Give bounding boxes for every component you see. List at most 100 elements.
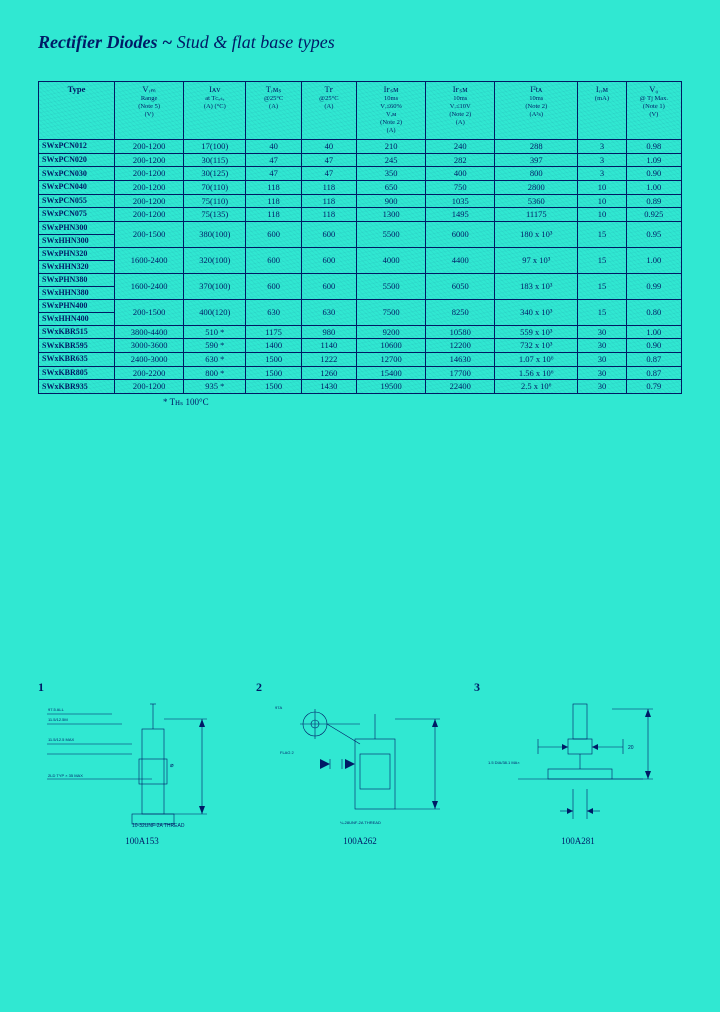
col-header: Type: [39, 82, 115, 140]
type-cell: SWxPCN040: [39, 180, 115, 194]
data-cell: 5500: [357, 221, 426, 247]
type-cell: SWxPCN020: [39, 153, 115, 167]
data-cell: 1495: [426, 208, 495, 222]
data-cell: 935 *: [184, 380, 246, 394]
data-cell: 1.07 x 10⁶: [495, 353, 578, 367]
data-cell: 15: [578, 247, 626, 273]
table-row: SWxPHN400200-1500400(120)630630750082503…: [39, 299, 682, 312]
data-cell: 400(120): [184, 299, 246, 325]
data-cell: 0.87: [626, 366, 681, 380]
table-row: SWxKBR6352400-3000630 *15001222127001463…: [39, 353, 682, 367]
type-cell: SWxPCN055: [39, 194, 115, 208]
svg-text:20: 20: [628, 745, 634, 751]
data-cell: 30(115): [184, 153, 246, 167]
table-row: SWxPHN3801600-2400370(100)60060055006050…: [39, 273, 682, 286]
data-cell: 30: [578, 380, 626, 394]
data-cell: 200-1200: [115, 167, 184, 181]
data-cell: 118: [246, 208, 301, 222]
data-cell: 97 x 10³: [495, 247, 578, 273]
type-cell: SWxHHN400: [39, 312, 115, 325]
data-cell: 14630: [426, 353, 495, 367]
data-cell: 11175: [495, 208, 578, 222]
data-cell: 0.99: [626, 273, 681, 299]
type-cell: SWxHHN320: [39, 260, 115, 273]
data-cell: 320(100): [184, 247, 246, 273]
data-cell: 0.90: [626, 167, 681, 181]
data-cell: 183 x 10³: [495, 273, 578, 299]
data-cell: 12700: [357, 353, 426, 367]
type-cell: SWxPHN320: [39, 247, 115, 260]
data-cell: 10: [578, 208, 626, 222]
data-cell: 180 x 10³: [495, 221, 578, 247]
data-cell: 600: [301, 247, 356, 273]
data-cell: 118: [301, 180, 356, 194]
data-cell: 47: [301, 167, 356, 181]
data-cell: 3800-4400: [115, 325, 184, 339]
data-cell: 1400: [246, 339, 301, 353]
data-cell: 47: [246, 153, 301, 167]
data-cell: 0.90: [626, 339, 681, 353]
data-cell: 3: [578, 140, 626, 154]
type-cell: SWxPHN300: [39, 221, 115, 234]
data-cell: 12200: [426, 339, 495, 353]
table-row: SWxPCN055200-120075(110)1181189001035536…: [39, 194, 682, 208]
data-cell: 200-1200: [115, 140, 184, 154]
diagram-2-svg: 97AFLAG 2 ¼-28UNF-2A THREAD: [256, 699, 464, 829]
data-cell: 1300: [357, 208, 426, 222]
data-cell: 30(125): [184, 167, 246, 181]
table-row: SWxKBR935200-1200935 *150014301950022400…: [39, 380, 682, 394]
page-title: Rectifier Diodes ~ Stud & flat base type…: [38, 32, 682, 53]
type-cell: SWxPCN012: [39, 140, 115, 154]
data-cell: 200-1200: [115, 208, 184, 222]
data-cell: 40: [301, 140, 356, 154]
type-cell: SWxHHN380: [39, 286, 115, 299]
data-cell: 5500: [357, 273, 426, 299]
data-cell: 10580: [426, 325, 495, 339]
data-cell: 1430: [301, 380, 356, 394]
table-row: SWxPCN075200-120075(135)1181181300149511…: [39, 208, 682, 222]
data-cell: 510 *: [184, 325, 246, 339]
data-cell: 630: [301, 299, 356, 325]
type-cell: SWxKBR935: [39, 380, 115, 394]
title-rest: Stud & flat base types: [172, 32, 334, 52]
table-row: SWxPCN020200-120030(115)474724528239731.…: [39, 153, 682, 167]
data-cell: 397: [495, 153, 578, 167]
table-header: TypeVᵣₘRange(Note 5)(V)Iᴀᴠat Tᴄₐₛₑ(A) (°…: [39, 82, 682, 140]
col-header: Iғₛᴍ10msVᵣ≤10V(Note 2)(A): [426, 82, 495, 140]
data-cell: 6000: [426, 221, 495, 247]
data-cell: 47: [246, 167, 301, 181]
data-cell: 200-1500: [115, 299, 184, 325]
data-cell: 70(110): [184, 180, 246, 194]
data-cell: 30: [578, 339, 626, 353]
diagram-2: 2 97AFLAG 2 ¼-28UNF-2A THREAD 100A262: [256, 680, 464, 846]
data-cell: 200-1200: [115, 180, 184, 194]
data-cell: 200-1500: [115, 221, 184, 247]
data-cell: 47: [301, 153, 356, 167]
data-cell: 1.00: [626, 325, 681, 339]
data-cell: 600: [246, 221, 301, 247]
table-row: SWxPCN012200-120017(100)404021024028830.…: [39, 140, 682, 154]
data-cell: 559 x 10³: [495, 325, 578, 339]
data-cell: 1175: [246, 325, 301, 339]
data-cell: 2.5 x 10⁶: [495, 380, 578, 394]
data-cell: 10600: [357, 339, 426, 353]
data-cell: 10: [578, 180, 626, 194]
data-cell: 118: [246, 180, 301, 194]
data-cell: 1.00: [626, 247, 681, 273]
data-cell: 245: [357, 153, 426, 167]
data-cell: 1500: [246, 366, 301, 380]
data-cell: 0.87: [626, 353, 681, 367]
data-cell: 15400: [357, 366, 426, 380]
data-cell: 6050: [426, 273, 495, 299]
data-cell: 2400-3000: [115, 353, 184, 367]
table-row: SWxKBR5953000-3600590 *14001140106001220…: [39, 339, 682, 353]
data-cell: 3000-3600: [115, 339, 184, 353]
data-cell: 1.09: [626, 153, 681, 167]
spec-table: TypeVᵣₘRange(Note 5)(V)Iᴀᴠat Tᴄₐₛₑ(A) (°…: [38, 81, 682, 394]
diagram-1-svg: 97.5 ALL11.5/12.5M 11.5/12.5 MAX2LD TYP …: [38, 699, 246, 829]
data-cell: 350: [357, 167, 426, 181]
data-cell: 200-1200: [115, 194, 184, 208]
data-cell: 1500: [246, 353, 301, 367]
svg-text:97.5 ALL: 97.5 ALL: [48, 707, 65, 712]
data-cell: 5360: [495, 194, 578, 208]
